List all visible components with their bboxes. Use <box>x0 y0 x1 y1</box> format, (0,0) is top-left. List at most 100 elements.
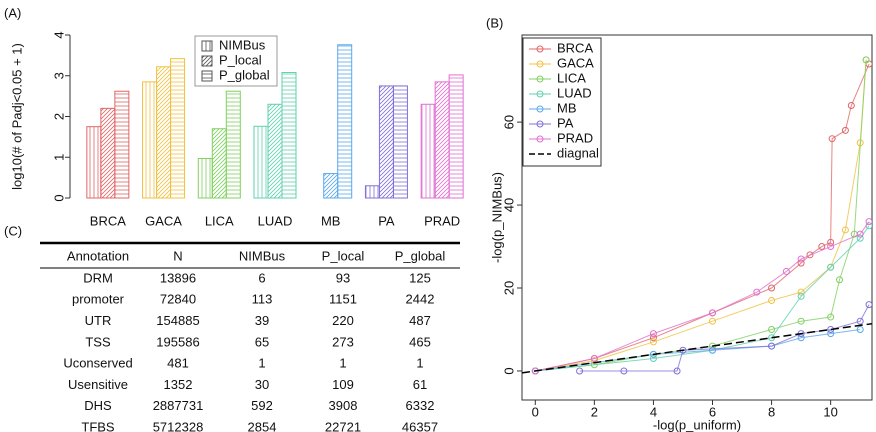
x-tick-label: 10 <box>823 404 837 419</box>
table-cell: 487 <box>409 313 431 328</box>
y-tick-label: 0 <box>51 194 66 201</box>
table-header: P_global <box>395 248 446 263</box>
point <box>797 317 805 325</box>
table-cell: 154885 <box>156 313 199 328</box>
table-cell: 220 <box>332 313 354 328</box>
x-tick-label: MB <box>321 213 341 228</box>
bar <box>323 173 339 199</box>
y-tick-label: 20 <box>501 281 516 295</box>
legend-label: PRAD <box>557 130 593 145</box>
series-line <box>535 59 867 372</box>
table-cell: 195586 <box>156 334 199 349</box>
legend-label: LICA <box>557 70 586 85</box>
y-tick-label: 3 <box>51 72 66 79</box>
point <box>828 135 836 143</box>
point <box>841 126 849 134</box>
table-cell: 481 <box>167 356 189 371</box>
table-cell: 1 <box>339 356 346 371</box>
table-cell: 592 <box>251 398 273 413</box>
bar <box>156 66 172 199</box>
legend-label: MB <box>557 100 577 115</box>
legend-label: PA <box>557 115 574 130</box>
table-cell: Usensitive <box>68 377 128 392</box>
table-header: P_local <box>322 248 365 263</box>
bar <box>378 85 394 199</box>
y-axis-label: log10(# of Padj<0.05 + 1) <box>9 43 24 190</box>
bar <box>197 157 213 199</box>
table-header: Annotation <box>67 248 129 263</box>
x-tick-label: LICA <box>205 213 234 228</box>
table-cell: 465 <box>409 334 431 349</box>
legend-swatch <box>201 40 213 52</box>
point <box>865 218 872 226</box>
table-cell: 109 <box>332 377 354 392</box>
point <box>856 230 864 238</box>
legend-label: LUAD <box>557 85 592 100</box>
y-tick-label: 1 <box>51 154 66 161</box>
point <box>856 317 864 325</box>
y-tick-label: 0 <box>501 367 516 374</box>
table-cell: 72840 <box>160 292 196 307</box>
legend-swatch <box>201 70 213 82</box>
point <box>768 284 776 292</box>
table-cell: TFBS <box>81 420 115 432</box>
plot-area <box>522 56 872 375</box>
table-cell: 6332 <box>406 398 435 413</box>
bar <box>448 74 464 199</box>
table-cell: 93 <box>336 270 350 285</box>
table-cell: 65 <box>255 334 269 349</box>
bar <box>86 126 102 199</box>
bar <box>142 81 158 199</box>
bar <box>211 128 227 199</box>
point <box>797 334 805 342</box>
point <box>856 325 864 333</box>
legend-marker <box>536 135 544 143</box>
table-header: NIMBus <box>239 248 286 263</box>
panel-label: (C) <box>4 223 22 238</box>
series-line <box>535 225 870 372</box>
panel-label: (B) <box>486 15 503 30</box>
table-cell: 5712328 <box>153 420 204 432</box>
x-tick-label: 4 <box>650 404 657 419</box>
bar <box>392 85 408 199</box>
point <box>649 338 657 346</box>
legend-label: BRCA <box>557 40 593 55</box>
table-cell: 1151 <box>329 292 357 307</box>
reference-line <box>522 322 872 374</box>
bar <box>100 107 116 199</box>
table-cell: 1 <box>416 356 423 371</box>
bar <box>225 90 241 199</box>
x-tick-label: BRCA <box>90 213 126 228</box>
table-cell: 39 <box>255 313 269 328</box>
point <box>649 355 657 363</box>
y-axis-label: -log(p_NIMBus) <box>489 172 504 263</box>
point <box>827 313 835 321</box>
x-tick-label: 8 <box>768 404 775 419</box>
point <box>797 292 805 300</box>
table-header: N <box>173 248 182 263</box>
table-cell: 3908 <box>329 398 358 413</box>
point <box>673 367 681 375</box>
table-cell: 2887731 <box>153 398 204 413</box>
point <box>797 259 805 267</box>
point <box>836 276 844 284</box>
point <box>847 102 855 110</box>
table-cell: 46357 <box>402 420 438 432</box>
legend-box <box>522 37 602 167</box>
table-cell: 6 <box>258 270 265 285</box>
table-cell: promoter <box>72 292 125 307</box>
table-cell: DRM <box>83 270 113 285</box>
table-cell: 2442 <box>406 292 435 307</box>
table-cell: 113 <box>252 292 273 307</box>
legend-marker <box>536 105 544 113</box>
point <box>818 243 826 251</box>
legend-marker <box>536 90 544 98</box>
bar <box>114 90 130 199</box>
y-tick-label: 4 <box>51 31 66 38</box>
point <box>768 296 776 304</box>
table-cell: 2854 <box>248 420 277 432</box>
series-line <box>535 221 870 372</box>
y-tick-label: 60 <box>501 115 516 129</box>
point <box>709 309 717 317</box>
